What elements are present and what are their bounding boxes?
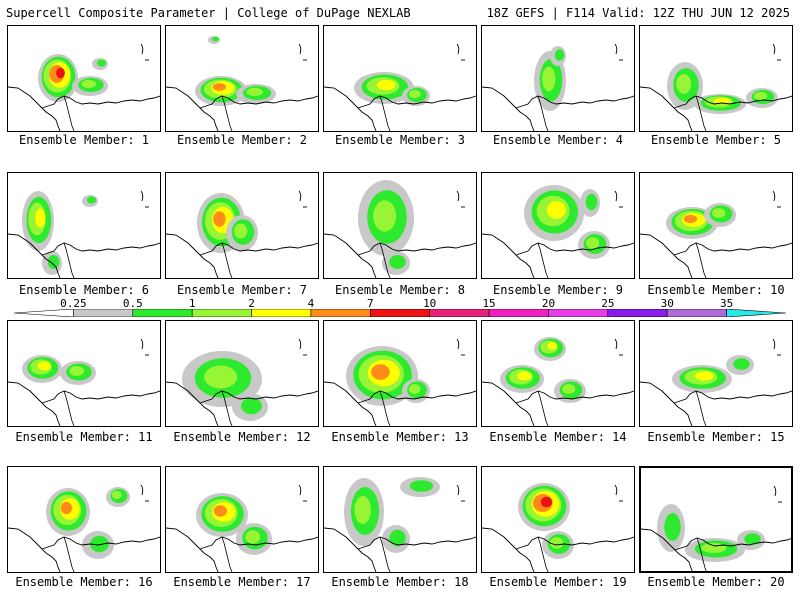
scale-swatch-1 <box>73 309 134 317</box>
scale-swatch-9 <box>548 309 609 317</box>
scp-map-11 <box>8 338 160 426</box>
member-label-19: Ensemble Member: 19 <box>489 575 627 589</box>
member-label-9: Ensemble Member: 9 <box>492 283 624 297</box>
scp-map-9 <box>482 185 634 278</box>
map-title: Supercell Composite Parameter | College … <box>6 6 411 20</box>
scp-map-12 <box>166 338 318 426</box>
ensemble-panel-13[interactable] <box>323 320 477 427</box>
scale-label-1: 0.25 <box>60 297 87 310</box>
member-label-5: Ensemble Member: 5 <box>650 133 782 147</box>
scale-swatch-5 <box>310 309 371 317</box>
scale-label-12: 35 <box>719 297 734 310</box>
scale-label-3: 1 <box>188 297 196 310</box>
member-label-1: Ensemble Member: 1 <box>18 133 150 147</box>
ensemble-panel-6[interactable] <box>7 172 161 279</box>
member-label-16: Ensemble Member: 16 <box>15 575 153 589</box>
scp-map-3 <box>324 43 476 131</box>
scale-swatch-3 <box>191 309 252 317</box>
ensemble-panel-9[interactable] <box>481 172 635 279</box>
scp-map-15 <box>640 338 792 426</box>
ensemble-panel-2[interactable] <box>165 25 319 132</box>
scp-map-18 <box>324 477 476 572</box>
scale-label-2: 0.5 <box>122 297 143 310</box>
scp-map-1 <box>8 43 160 131</box>
scale-label-7: 10 <box>423 297 437 310</box>
scp-map-10 <box>640 190 792 278</box>
member-label-10: Ensemble Member: 10 <box>647 283 785 297</box>
scp-map-20 <box>641 485 791 571</box>
member-label-14: Ensemble Member: 14 <box>489 430 627 444</box>
ensemble-panel-8[interactable] <box>323 172 477 279</box>
ensemble-panel-19[interactable] <box>481 466 635 573</box>
scale-label-8: 15 <box>482 297 496 310</box>
ensemble-panel-10[interactable] <box>639 172 793 279</box>
ensemble-panel-16[interactable] <box>7 466 161 573</box>
ensemble-panel-14[interactable] <box>481 320 635 427</box>
scale-swatch-12 <box>726 309 786 317</box>
ensemble-panel-11[interactable] <box>7 320 161 427</box>
member-label-7: Ensemble Member: 7 <box>176 283 308 297</box>
scale-swatch-7 <box>429 309 490 317</box>
scp-map-8 <box>324 180 476 278</box>
ensemble-panel-17[interactable] <box>165 466 319 573</box>
member-label-2: Ensemble Member: 2 <box>176 133 308 147</box>
member-label-6: Ensemble Member: 6 <box>18 283 150 297</box>
ensemble-panel-18[interactable] <box>323 466 477 573</box>
ensemble-panel-5[interactable] <box>639 25 793 132</box>
scp-map-19 <box>482 483 634 572</box>
scp-map-13 <box>324 338 476 426</box>
ensemble-panel-1[interactable] <box>7 25 161 132</box>
valid-time: 18Z GEFS | F114 Valid: 12Z THU JUN 12 20… <box>486 6 790 20</box>
color-scale-bar <box>14 309 786 317</box>
scale-swatch-11 <box>666 309 727 317</box>
member-label-3: Ensemble Member: 3 <box>334 133 466 147</box>
scp-map-7 <box>166 190 318 278</box>
ensemble-panel-4[interactable] <box>481 25 635 132</box>
member-label-17: Ensemble Member: 17 <box>173 575 311 589</box>
scale-swatch-2 <box>132 309 193 317</box>
scp-map-4 <box>482 43 634 131</box>
member-label-11: Ensemble Member: 11 <box>15 430 153 444</box>
scale-swatch-10 <box>607 309 668 317</box>
member-label-4: Ensemble Member: 4 <box>492 133 624 147</box>
scale-swatch-8 <box>488 309 549 317</box>
ensemble-panel-20[interactable] <box>639 466 793 573</box>
member-label-13: Ensemble Member: 13 <box>331 430 469 444</box>
scale-swatch-4 <box>251 309 312 317</box>
scale-label-10: 25 <box>601 297 615 310</box>
member-label-20: Ensemble Member: 20 <box>647 575 785 589</box>
scale-label-4: 2 <box>248 297 255 310</box>
scale-swatch-6 <box>369 309 430 317</box>
scale-label-5: 4 <box>307 297 315 310</box>
ensemble-panel-15[interactable] <box>639 320 793 427</box>
scp-map-16 <box>8 484 160 572</box>
member-label-12: Ensemble Member: 12 <box>173 430 311 444</box>
ensemble-panel-12[interactable] <box>165 320 319 427</box>
scp-map-17 <box>166 484 318 572</box>
scale-label-6: 7 <box>366 297 374 310</box>
scp-map-2 <box>166 36 318 131</box>
member-label-18: Ensemble Member: 18 <box>331 575 469 589</box>
member-label-8: Ensemble Member: 8 <box>334 283 466 297</box>
scp-map-6 <box>8 190 160 278</box>
scale-label-9: 20 <box>541 297 556 310</box>
scale-label-11: 30 <box>660 297 674 310</box>
scp-map-14 <box>482 337 634 426</box>
scp-map-5 <box>640 43 792 131</box>
ensemble-panel-3[interactable] <box>323 25 477 132</box>
ensemble-panel-7[interactable] <box>165 172 319 279</box>
member-label-15: Ensemble Member: 15 <box>647 430 785 444</box>
